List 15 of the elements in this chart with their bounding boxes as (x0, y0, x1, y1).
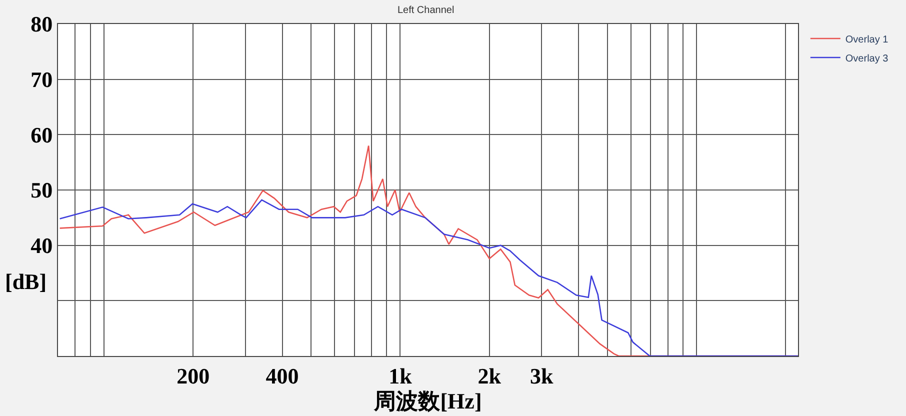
x-tick-label: 2k (478, 363, 502, 388)
x-axis-title: 周波数[Hz] (373, 388, 482, 414)
y-tick-label: 60 (30, 122, 53, 148)
chart-title: Left Channel (397, 5, 454, 16)
y-tick-label: 40 (30, 233, 53, 258)
y-tick-label: 80 (30, 12, 53, 37)
x-tick-label: 3k (530, 363, 554, 388)
x-tick-label: 200 (176, 363, 210, 388)
x-tick-label: 400 (266, 363, 299, 388)
y-tick-label: 50 (30, 178, 53, 203)
legend-label: Overlay 3 (845, 53, 889, 64)
x-tick-label: 1k (388, 363, 413, 388)
y-axis-title: [dB] (5, 269, 47, 294)
legend-label: Overlay 1 (845, 34, 889, 46)
y-tick-label: 70 (30, 67, 53, 92)
